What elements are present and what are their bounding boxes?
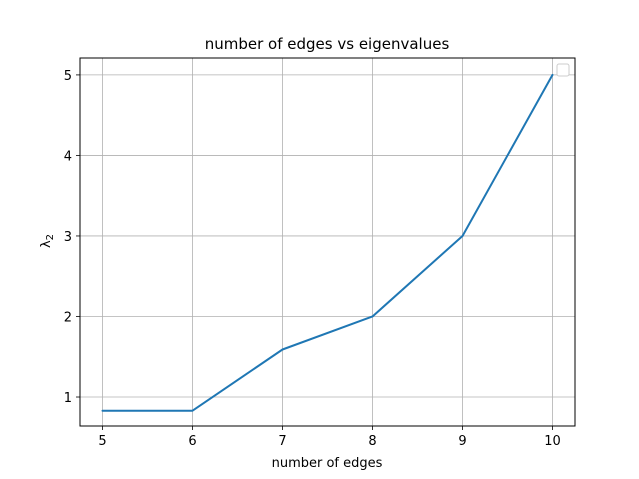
ticks: 5 6 7 8 9 10 1 2 3 4 5 xyxy=(64,69,561,449)
y-tick-label: 5 xyxy=(64,69,72,84)
y-axis-label-base: λ xyxy=(39,240,54,248)
series-line xyxy=(101,73,554,412)
y-tick-label: 3 xyxy=(64,230,72,245)
grid xyxy=(80,58,575,426)
y-tick-label: 1 xyxy=(64,391,72,406)
x-axis-label: number of edges xyxy=(272,456,383,471)
y-tick-label: 2 xyxy=(64,310,72,325)
series-layer xyxy=(101,73,554,412)
x-tick-label: 8 xyxy=(368,434,376,449)
legend-box xyxy=(556,63,570,77)
x-tick-label: 7 xyxy=(278,434,286,449)
y-tick-label: 4 xyxy=(64,149,72,164)
y-axis-label-subscript: 2 xyxy=(45,234,56,240)
x-tick-label: 9 xyxy=(458,434,466,449)
legend xyxy=(556,63,570,77)
x-tick-label: 6 xyxy=(188,434,196,449)
chart-title: number of edges vs eigenvalues xyxy=(205,35,450,53)
y-axis-label: λ2 xyxy=(39,234,56,248)
x-tick-label: 5 xyxy=(98,434,106,449)
plot-frame xyxy=(79,57,576,427)
x-tick-label: 10 xyxy=(544,434,561,449)
